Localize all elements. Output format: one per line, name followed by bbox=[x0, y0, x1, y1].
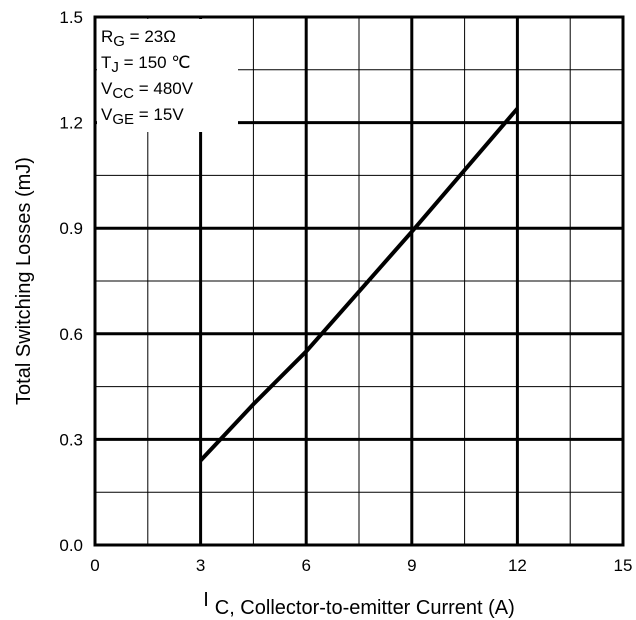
x-tick-label: 15 bbox=[614, 556, 633, 575]
annotation-line: VGE = 15V bbox=[101, 105, 184, 128]
series-line bbox=[199, 107, 519, 462]
annotation-line: VCC = 480V bbox=[101, 79, 194, 102]
x-tick-labels: 0 3 6 9 12 15 bbox=[90, 556, 632, 575]
y-tick-label: 0.6 bbox=[59, 325, 83, 344]
annotation-line: RG = 23Ω bbox=[101, 27, 176, 50]
y-tick-label: 0.0 bbox=[59, 536, 83, 555]
annotation-value: = 23Ω bbox=[125, 27, 176, 46]
annotation-value: = 150 ℃ bbox=[119, 53, 191, 72]
grid-minor bbox=[95, 17, 623, 545]
annotation-symbol: V bbox=[101, 79, 113, 98]
y-tick-labels: 0.0 0.3 0.6 0.9 1.2 1.5 bbox=[59, 8, 83, 555]
x-tick-label: 3 bbox=[196, 556, 205, 575]
annotation-subscript: J bbox=[111, 59, 119, 76]
y-axis-title: Total Switching Losses (mJ) bbox=[13, 157, 35, 405]
annotation-subscript: G bbox=[113, 33, 125, 50]
y-tick-label: 0.9 bbox=[59, 219, 83, 238]
y-tick-label: 1.2 bbox=[59, 114, 83, 133]
annotation-subscript: GE bbox=[112, 111, 134, 128]
annotation-symbol: T bbox=[101, 53, 111, 72]
x-tick-label: 9 bbox=[407, 556, 416, 575]
x-axis-title-subscript: C, Collector-to-emitter Current (A) bbox=[215, 597, 515, 619]
annotation-value: = 480V bbox=[134, 79, 194, 98]
plot-frame bbox=[93, 15, 625, 547]
annotation-subscript: CC bbox=[112, 85, 134, 102]
annotation-value: = 15V bbox=[134, 105, 184, 124]
x-tick-label: 12 bbox=[508, 556, 527, 575]
annotation-symbol: R bbox=[101, 27, 113, 46]
y-tick-label: 0.3 bbox=[59, 430, 83, 449]
x-axis-title: I C, Collector-to-emitter Current (A) bbox=[203, 589, 515, 619]
x-axis-title-prefix: I bbox=[203, 589, 209, 611]
y-tick-label: 1.5 bbox=[59, 8, 83, 27]
x-tick-label: 0 bbox=[90, 556, 99, 575]
annotation-line: TJ = 150 ℃ bbox=[101, 53, 190, 76]
annotation-symbol: V bbox=[101, 105, 113, 124]
annotation-background bbox=[97, 19, 238, 132]
x-tick-label: 6 bbox=[301, 556, 310, 575]
